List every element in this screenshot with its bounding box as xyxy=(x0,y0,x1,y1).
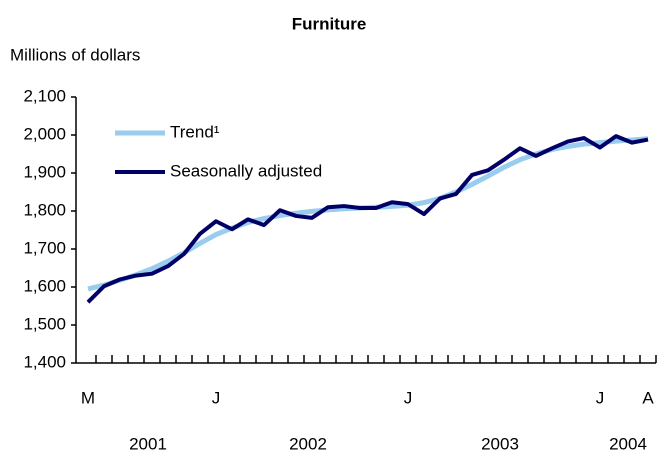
y-tick-label: 1,800 xyxy=(23,200,66,219)
year-label: 2002 xyxy=(289,434,327,453)
y-tick-label: 1,900 xyxy=(23,162,66,181)
y-tick-label: 1,600 xyxy=(23,276,66,295)
series-line xyxy=(86,134,649,304)
year-label: 2004 xyxy=(609,434,647,453)
chart-title: Furniture xyxy=(292,14,367,33)
y-tick-label: 1,700 xyxy=(23,238,66,257)
y-tick-label: 1,400 xyxy=(23,352,66,371)
x-tick-label: J xyxy=(212,388,221,407)
x-tick-label: J xyxy=(404,388,413,407)
year-label: 2003 xyxy=(481,434,519,453)
x-tick-label: A xyxy=(642,388,654,407)
y-tick-label: 2,100 xyxy=(23,86,66,105)
y-axis-label: Millions of dollars xyxy=(10,45,140,64)
legend-label: Trend¹ xyxy=(170,122,220,141)
y-tick-label: 2,000 xyxy=(23,124,66,143)
x-tick-label: M xyxy=(81,388,95,407)
y-tick-label: 1,500 xyxy=(23,314,66,333)
legend-label: Seasonally adjusted xyxy=(170,161,322,180)
x-tick-label: J xyxy=(596,388,605,407)
year-label: 2001 xyxy=(129,434,167,453)
